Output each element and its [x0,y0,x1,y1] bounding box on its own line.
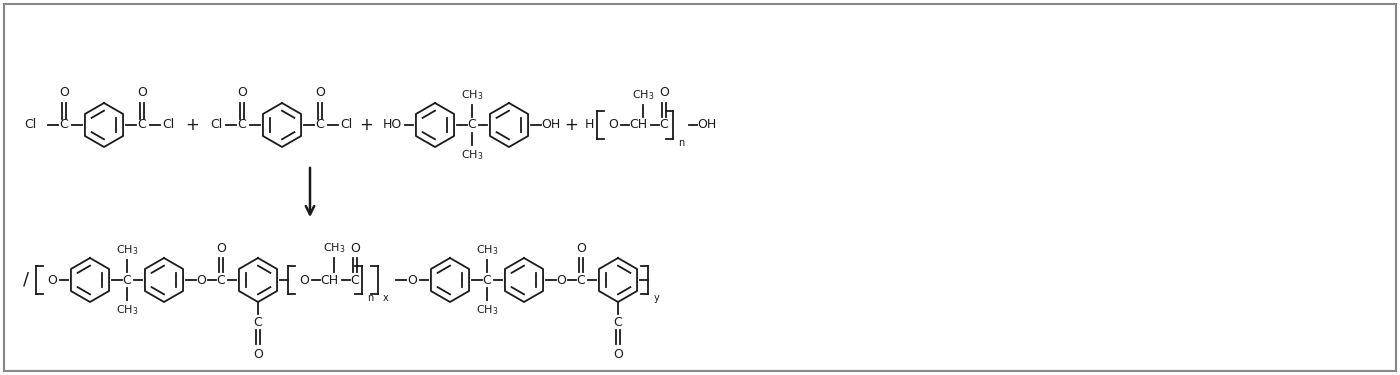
Text: CH$_3$: CH$_3$ [476,243,498,257]
Text: C: C [468,118,476,132]
Text: O: O [137,87,147,99]
Text: O: O [350,242,360,255]
Text: O: O [613,348,623,360]
Text: C: C [483,273,491,286]
Text: CH$_3$: CH$_3$ [476,303,498,317]
Text: +: + [358,116,372,134]
Text: HO: HO [382,118,402,132]
Text: x: x [384,293,389,303]
Text: C: C [577,273,585,286]
Text: CH: CH [321,273,337,286]
Text: +: + [564,116,578,134]
Text: n: n [678,138,685,148]
Text: C: C [238,118,246,132]
Text: O: O [659,87,669,99]
Text: y: y [654,293,659,303]
Text: O: O [253,348,263,360]
Text: O: O [216,242,225,255]
Text: O: O [48,273,57,286]
Text: CH$_3$: CH$_3$ [116,243,139,257]
Text: CH$_3$: CH$_3$ [631,88,654,102]
Text: H: H [584,118,594,132]
Text: Cl: Cl [162,118,174,132]
Text: Cl: Cl [340,118,353,132]
Text: Cl: Cl [24,118,36,132]
Text: O: O [59,87,69,99]
Text: O: O [237,87,246,99]
Text: C: C [217,273,225,286]
Text: O: O [608,118,617,132]
Text: /: / [22,271,29,289]
Text: O: O [407,273,417,286]
Text: CH: CH [629,118,647,132]
Text: C: C [123,273,132,286]
Text: CH$_3$: CH$_3$ [461,88,483,102]
Text: O: O [556,273,566,286]
Text: O: O [315,87,325,99]
Text: Cl: Cl [210,118,223,132]
Text: C: C [613,315,623,328]
Text: C: C [350,273,360,286]
Text: CH$_3$: CH$_3$ [461,148,483,162]
Text: OH: OH [542,118,560,132]
Text: OH: OH [697,118,717,132]
Text: C: C [60,118,69,132]
Text: O: O [300,273,309,286]
Text: CH$_3$: CH$_3$ [323,241,346,255]
Text: C: C [253,315,262,328]
Text: CH$_3$: CH$_3$ [116,303,139,317]
Text: O: O [575,242,587,255]
Text: C: C [659,118,668,132]
Text: C: C [315,118,325,132]
Text: +: + [185,116,199,134]
Text: O: O [196,273,206,286]
Text: C: C [137,118,147,132]
Text: n: n [367,293,374,303]
